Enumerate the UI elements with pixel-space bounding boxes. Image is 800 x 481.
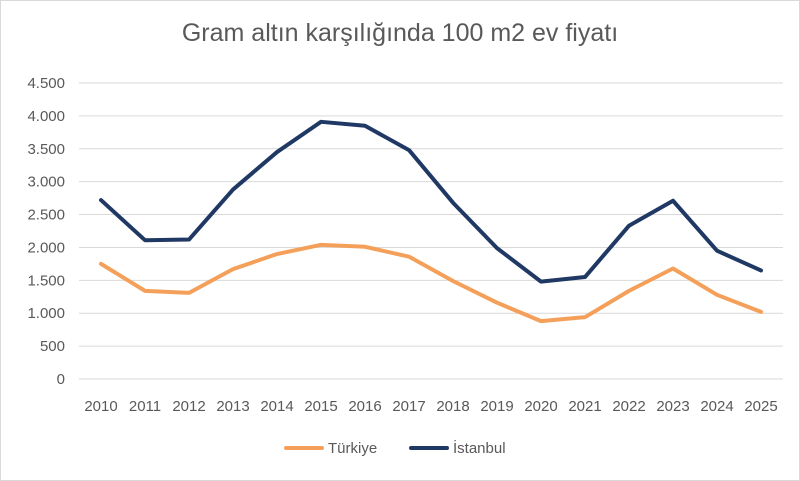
x-tick-label: 2010 [84,398,117,415]
y-tick-label: 4.500 [27,75,65,92]
x-tick-label: 2023 [656,398,689,415]
x-tick-label: 2025 [744,398,777,415]
x-tick-label: 2020 [524,398,557,415]
x-tick-label: 2013 [216,398,249,415]
y-tick-label: 3.000 [27,174,65,191]
x-tick-label: 2018 [436,398,469,415]
y-tick-label: 0 [57,371,65,388]
x-tick-label: 2022 [612,398,645,415]
y-tick-label: 1.000 [27,305,65,322]
x-tick-label: 2024 [700,398,733,415]
x-tick-label: 2015 [304,398,337,415]
x-tick-label: 2021 [568,398,601,415]
y-tick-label: 4.000 [27,108,65,125]
x-tick-label: 2016 [348,398,381,415]
y-tick-label: 3.500 [27,141,65,158]
x-tick-label: 2019 [480,398,513,415]
legend-label: Türkiye [328,440,377,457]
x-tick-label: 2014 [260,398,293,415]
series-line-1 [99,242,763,324]
legend-label: İstanbul [453,439,506,457]
y-tick-label: 2.500 [27,207,65,224]
y-tick-label: 1.500 [27,272,65,289]
chart-title: Gram altın karşılığında 100 m2 ev fiyatı [181,19,619,47]
x-tick-label: 2012 [172,398,205,415]
x-tick-label: 2017 [392,398,425,415]
y-tick-label: 500 [40,338,65,355]
series-line-2 [99,119,763,284]
x-tick-label: 2011 [129,398,161,415]
y-tick-label: 2.000 [27,239,65,256]
